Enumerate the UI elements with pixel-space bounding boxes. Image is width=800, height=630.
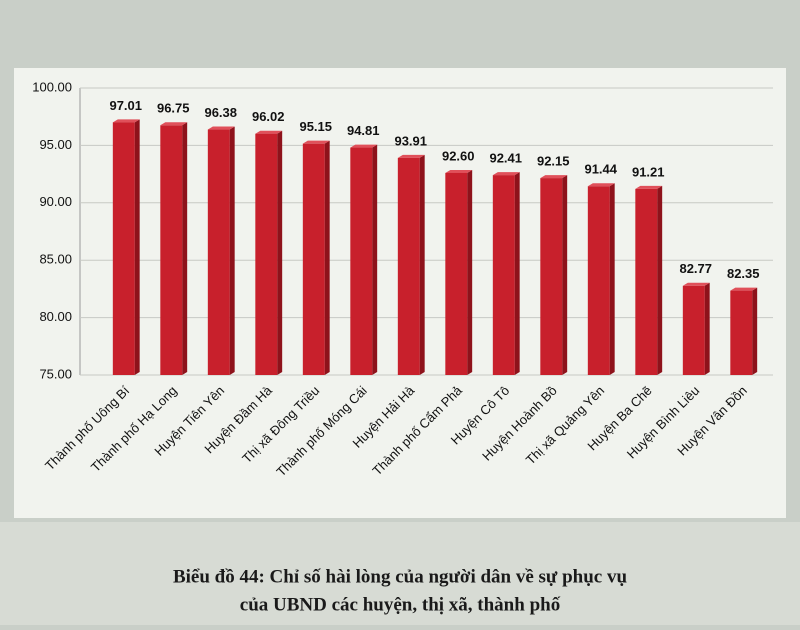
y-tick-label: 80.00 — [39, 309, 72, 324]
value-label: 97.01 — [109, 98, 142, 113]
value-label: 82.35 — [727, 266, 760, 281]
bar-front — [350, 147, 373, 375]
bar — [112, 119, 140, 376]
y-tick-label: 90.00 — [39, 194, 72, 209]
bar — [492, 172, 520, 375]
y-tick-label: 85.00 — [39, 252, 72, 267]
bar — [587, 183, 615, 375]
value-label: 96.75 — [157, 101, 190, 116]
bar-side — [704, 282, 710, 375]
bar-front — [302, 143, 325, 375]
value-label: 82.77 — [679, 261, 712, 276]
bar-side — [609, 183, 615, 375]
bar-top — [540, 175, 568, 179]
bar-front — [730, 290, 753, 375]
bar-top — [112, 119, 140, 123]
bar-top — [492, 172, 520, 176]
value-label: 92.15 — [537, 154, 570, 169]
value-label: 93.91 — [394, 133, 427, 148]
y-tick-label: 95.00 — [39, 137, 72, 152]
bar — [445, 169, 473, 375]
bar-front — [160, 125, 183, 375]
bar-front — [255, 133, 278, 375]
bar-side — [229, 126, 235, 375]
bar — [207, 126, 235, 375]
bar-side — [182, 122, 188, 375]
bar-front — [682, 285, 705, 375]
bar-top — [207, 126, 235, 130]
bar-front — [112, 122, 135, 376]
bar — [682, 282, 710, 375]
bar-front — [587, 186, 610, 375]
bar — [350, 144, 378, 375]
bar-top — [397, 154, 425, 158]
bar-top — [730, 287, 758, 291]
bar-front — [540, 178, 563, 375]
value-label: 95.15 — [299, 119, 332, 134]
bar-side — [467, 169, 473, 375]
bar-top — [587, 183, 615, 187]
value-label: 92.60 — [442, 148, 475, 163]
bar-top — [302, 140, 330, 144]
value-label: 96.38 — [204, 105, 237, 120]
bar-side — [277, 130, 283, 375]
bar-side — [372, 144, 378, 375]
bar — [730, 287, 758, 375]
bar-side — [657, 185, 663, 375]
value-label: 92.41 — [489, 151, 522, 166]
bar — [160, 122, 188, 375]
bar-front — [492, 175, 515, 375]
bar-side — [562, 175, 568, 375]
bar — [397, 154, 425, 375]
bar-top — [255, 130, 283, 134]
value-label: 94.81 — [347, 123, 380, 138]
bar — [302, 140, 330, 375]
bar-top — [635, 185, 663, 189]
bar-side — [324, 140, 330, 375]
y-tick-label: 75.00 — [39, 366, 72, 381]
bar-side — [752, 287, 758, 375]
y-tick-label: 100.00 — [32, 79, 72, 94]
value-label: 91.44 — [584, 162, 617, 177]
bar-top — [682, 282, 710, 286]
value-label: 96.02 — [252, 109, 285, 124]
caption-line: Biểu đồ 44: Chỉ số hài lòng của người dâ… — [173, 566, 628, 587]
caption-line: của UBND các huyện, thị xã, thành phố — [240, 594, 561, 615]
bar-side — [514, 172, 520, 375]
bar — [255, 130, 283, 375]
bar-side — [419, 154, 425, 375]
caption-band — [0, 522, 800, 625]
bar-side — [134, 119, 140, 376]
bar — [540, 175, 568, 375]
bar-front — [445, 172, 468, 375]
bar-top — [160, 122, 188, 126]
value-label: 91.21 — [632, 164, 665, 179]
bar-front — [397, 157, 420, 375]
bar — [635, 185, 663, 375]
bar-top — [445, 169, 473, 173]
bar-front — [635, 188, 658, 375]
bar-top — [350, 144, 378, 148]
bar-front — [207, 129, 230, 375]
